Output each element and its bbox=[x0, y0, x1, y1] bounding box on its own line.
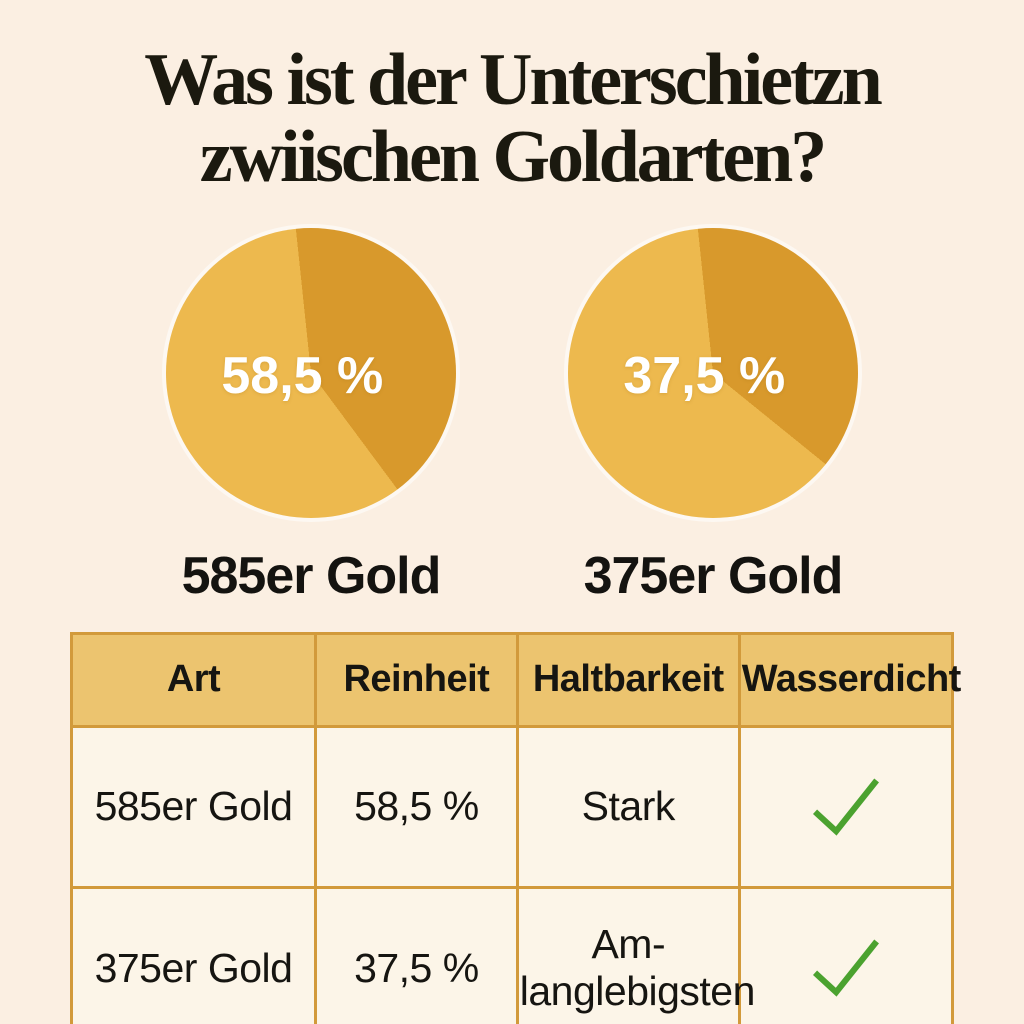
cell-wasserdicht-585 bbox=[737, 724, 955, 890]
pie-center-value-585: 58,5 % bbox=[221, 346, 384, 405]
check-icon bbox=[812, 939, 879, 997]
pie-label-375: 375er Gold bbox=[583, 546, 844, 605]
column-header-haltbarkeit: Haltbarkeit bbox=[515, 631, 741, 728]
title-line-2: zwiischen Goldarten? bbox=[199, 115, 827, 198]
title-line-1: Was ist der Unterschietzn bbox=[144, 39, 883, 121]
cell-art-585: 585er Gold bbox=[69, 724, 318, 890]
table-row-375: 375er Gold 37,5 % Am- langlebigsten bbox=[69, 886, 955, 1024]
cell-wasserdicht-375 bbox=[737, 886, 955, 1024]
pie-label-585: 585er Gold bbox=[181, 546, 442, 605]
gold-comparison-table: Art Reinheit Haltbarkeit Wasserdicht 585… bbox=[69, 631, 961, 1024]
cell-art-375: 375er Gold bbox=[69, 886, 318, 1024]
cell-reinheit-585: 58,5 % bbox=[314, 724, 519, 890]
page-title: Was ist der Unterschietzn zwiischen Gold… bbox=[0, 0, 1024, 196]
table-header-row: Art Reinheit Haltbarkeit Wasserdicht bbox=[69, 631, 961, 728]
check-icon bbox=[812, 778, 879, 836]
cell-haltbarkeit-585: Stark bbox=[515, 724, 741, 890]
pie-figure-585: 58,5 % 585er Gold bbox=[166, 227, 456, 606]
table-row-585: 585er Gold 58,5 % Stark bbox=[69, 724, 955, 890]
cell-haltbarkeit-375: Am- langlebigsten bbox=[515, 886, 755, 1024]
pie-center-value-375: 37,5 % bbox=[623, 346, 786, 405]
pie-figure-375: 37,5 % 375er Gold bbox=[568, 227, 858, 606]
column-header-wasserdicht: Wasserdicht bbox=[737, 631, 961, 728]
pie-chart-375: 37,5 % bbox=[568, 227, 858, 518]
column-header-reinheit: Reinheit bbox=[314, 631, 519, 728]
pie-chart-585: 58,5 % bbox=[166, 227, 456, 518]
column-header-art: Art bbox=[69, 631, 318, 728]
pie-charts-row: 58,5 % 585er Gold 37,5 % 375er Gold bbox=[0, 227, 1024, 606]
cell-reinheit-375: 37,5 % bbox=[314, 886, 519, 1024]
